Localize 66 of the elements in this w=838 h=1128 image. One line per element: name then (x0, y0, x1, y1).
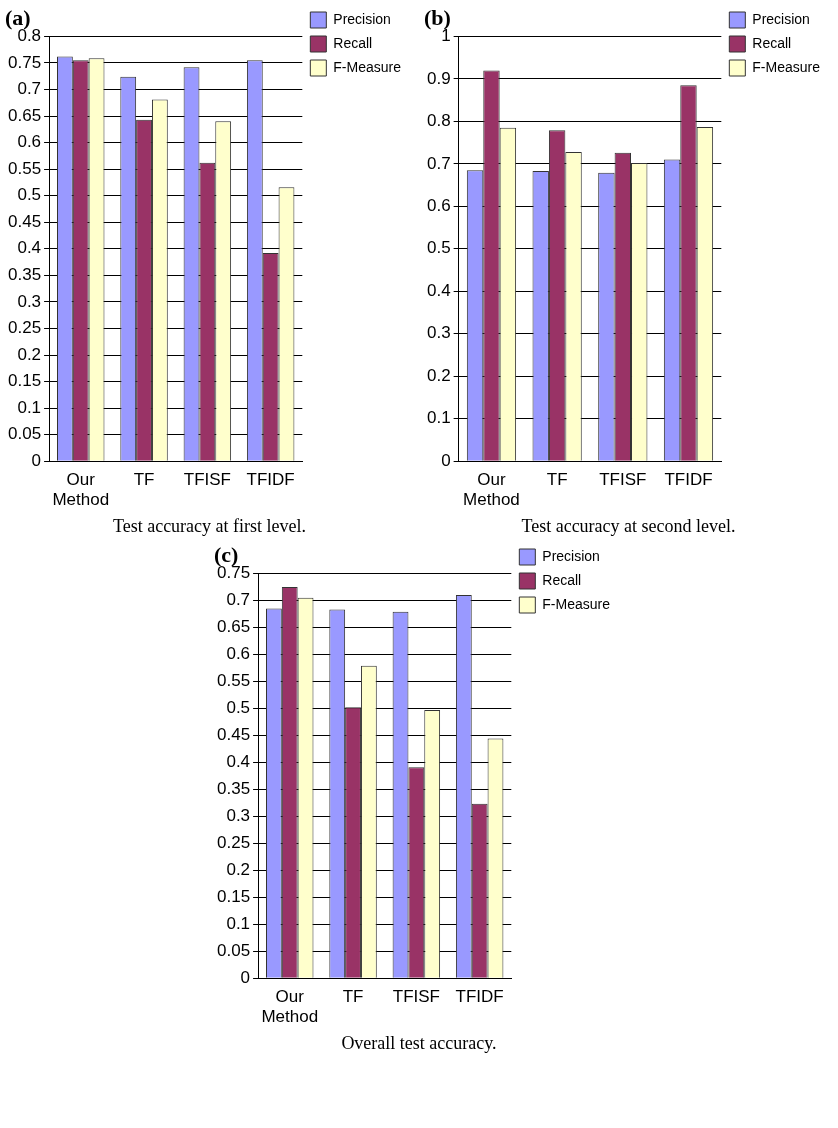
y-tick-label: 0.35 (216, 778, 251, 798)
y-tick-label: 0.3 (16, 291, 41, 311)
legend-label: F-Measure (751, 58, 820, 75)
legend-label: Recall (751, 34, 791, 51)
y-tick-label: 0.25 (7, 318, 41, 338)
x-tick-label: Our Method (261, 987, 319, 1027)
y-tick-label: 0.15 (216, 886, 251, 906)
y-tick-label: 0.4 (16, 238, 41, 258)
legend-label: F-Measure (332, 58, 401, 75)
y-tick-label: 0.45 (7, 211, 41, 231)
y-tick-label: 0.5 (16, 185, 41, 205)
legend-label: Precision (542, 547, 600, 564)
y-tick-label: 0.25 (216, 832, 251, 852)
y-tick-label: 0.7 (226, 590, 251, 610)
text: Overall test accuracy. (341, 1033, 497, 1054)
y-tick-label: 0.6 (426, 196, 451, 216)
y-tick-label: 0.55 (216, 671, 251, 691)
y-tick-label: 0.2 (226, 859, 251, 879)
y-tick-label: 0.1 (16, 397, 41, 417)
x-tick-label: Our Method (51, 470, 109, 510)
y-tick-label: 0.6 (16, 132, 41, 152)
x-tick-label: TFISF (183, 470, 231, 490)
y-tick-label: 0.5 (226, 698, 251, 718)
y-tick-label: 0.05 (216, 940, 251, 960)
y-tick-label: 0.7 (16, 79, 41, 99)
y-tick-label: 0.1 (426, 408, 451, 428)
y-tick-label: 0.8 (426, 111, 451, 131)
y-tick-label: 0.35 (7, 265, 41, 285)
x-tick-label: TFIDF (455, 987, 504, 1007)
y-tick-label: 0 (31, 450, 41, 470)
legend-label: Precision (332, 10, 391, 27)
y-tick-label: 0.3 (426, 323, 451, 343)
y-tick-label: 0.1 (226, 913, 251, 933)
y-tick-label: 0.4 (226, 751, 251, 771)
y-tick-label: 0.5 (426, 238, 451, 258)
legend-label: F-Measure (542, 595, 611, 612)
y-tick-label: 0.75 (7, 52, 41, 72)
y-tick-label: 0.9 (426, 68, 451, 88)
y-tick-label: 0.05 (7, 424, 41, 444)
x-tick-label: Our Method (462, 470, 520, 510)
x-tick-label: TF (546, 470, 568, 490)
y-tick-label: 0.65 (7, 105, 41, 125)
y-tick-label: 0.65 (216, 617, 251, 637)
chart-title: (a) (4, 4, 31, 30)
x-tick-label: TF (342, 987, 364, 1007)
legend-label: Recall (332, 34, 372, 51)
x-tick-label: TFIDF (246, 470, 295, 490)
y-tick-label: 0.3 (226, 805, 251, 825)
y-tick-label: 0.6 (226, 644, 251, 664)
y-tick-label: 0 (240, 967, 251, 987)
x-tick-label: TF (133, 470, 154, 490)
y-tick-label: 0.2 (16, 344, 41, 364)
y-tick-label: 0.7 (426, 153, 451, 173)
x-tick-label: TFIDF (663, 470, 713, 490)
y-tick-label: 0.2 (426, 365, 451, 385)
text: Test accuracy at first level. (112, 516, 307, 537)
x-tick-label: TFISF (392, 987, 440, 1007)
legend-label: Recall (542, 571, 582, 588)
text: Test accuracy at second level. (521, 516, 736, 537)
y-tick-label: 0 (440, 450, 451, 470)
y-tick-label: 0.4 (426, 280, 451, 300)
legend-label: Precision (751, 10, 810, 27)
y-tick-label: 0.55 (7, 158, 41, 178)
y-tick-label: 0.15 (7, 371, 41, 391)
y-tick-label: 0.45 (216, 725, 251, 745)
x-tick-label: TFISF (598, 470, 646, 490)
